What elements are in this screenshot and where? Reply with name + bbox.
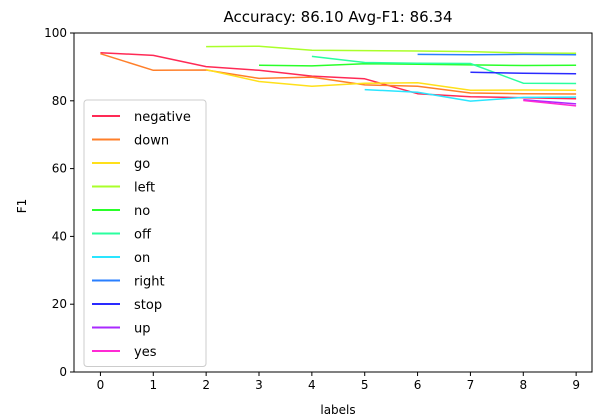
y-tick-label: 80 xyxy=(52,94,67,108)
legend-label-go: go xyxy=(134,157,150,172)
series-line-left xyxy=(206,45,577,55)
series-line-up xyxy=(523,99,577,105)
y-tick-label: 100 xyxy=(44,26,67,40)
legend-label-right: right xyxy=(134,275,165,290)
legend-label-left: left xyxy=(134,181,155,196)
series-line-on xyxy=(364,88,577,102)
series-line-down xyxy=(100,52,577,95)
y-tick-label: 40 xyxy=(52,229,67,243)
x-tick-label: 7 xyxy=(467,378,475,392)
series-line-stop xyxy=(470,71,577,75)
x-tick-label: 9 xyxy=(572,378,580,392)
legend-label-negative: negative xyxy=(134,110,191,125)
x-tick-label: 8 xyxy=(519,378,527,392)
legend-label-up: up xyxy=(134,322,151,337)
legend-label-down: down xyxy=(134,134,169,149)
x-tick-label: 1 xyxy=(149,378,157,392)
x-tick-label: 4 xyxy=(308,378,316,392)
legend-label-stop: stop xyxy=(134,298,162,313)
series-line-yes xyxy=(523,99,577,107)
series-line-negative xyxy=(100,51,577,100)
legend-label-no: no xyxy=(134,204,150,219)
plot-frame xyxy=(73,32,593,373)
legend-label-on: on xyxy=(134,251,150,266)
x-axis-ticks: 0 1 2 3 4 5 6 7 8 9 xyxy=(97,372,580,392)
y-axis-ticks: 0 20 40 60 80 100 xyxy=(44,26,74,379)
y-tick-label: 60 xyxy=(52,162,67,176)
legend-label-yes: yes xyxy=(134,345,157,360)
x-axis-label: labels xyxy=(320,403,355,417)
y-axis-label: F1 xyxy=(15,199,29,214)
legend-box xyxy=(83,99,207,367)
y-tick-label: 20 xyxy=(52,297,67,311)
x-tick-label: 3 xyxy=(255,378,263,392)
x-tick-label: 5 xyxy=(361,378,369,392)
x-tick-label: 0 xyxy=(97,378,105,392)
series-layer xyxy=(100,45,577,107)
y-tick-label: 0 xyxy=(59,365,67,379)
series-line-go xyxy=(205,68,577,92)
legend: negative down go left no off on right stop up yes xyxy=(83,99,207,367)
chart-title: Accuracy: 86.10 Avg-F1: 86.34 xyxy=(223,8,452,26)
legend-label-off: off xyxy=(134,228,152,243)
series-line-no xyxy=(258,63,577,67)
series-line-off xyxy=(311,55,577,85)
x-tick-label: 2 xyxy=(202,378,210,392)
x-tick-label: 6 xyxy=(414,378,422,392)
